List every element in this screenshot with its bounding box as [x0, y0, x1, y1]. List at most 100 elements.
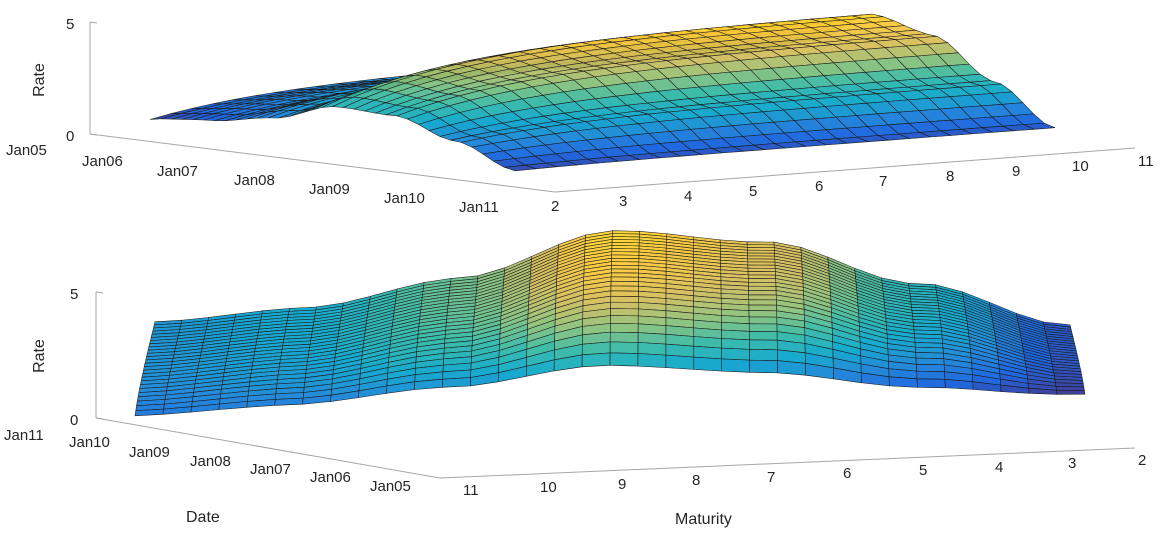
- surface-patch: [609, 331, 639, 343]
- surface-patch: [611, 268, 639, 274]
- surface-patch: [610, 301, 639, 310]
- surface-patch: [274, 397, 304, 406]
- surface-patch: [442, 377, 471, 388]
- surface-patch: [1056, 389, 1086, 395]
- bottom-date-tick-label: Jan08: [190, 453, 231, 470]
- surface-patch: [637, 342, 667, 356]
- bottom-maturity-tick-label: 2: [1138, 452, 1146, 469]
- top-z-tick-label: 5: [66, 16, 74, 33]
- top-maturity-tick-label: 9: [1012, 163, 1020, 180]
- surface-patch: [610, 285, 639, 292]
- bottom-maturity-tick-label: 7: [767, 469, 775, 486]
- bottom-date-tick-label: Jan11: [4, 427, 44, 444]
- top-date-tick-label: Jan10: [384, 190, 425, 207]
- surface-patch: [747, 261, 776, 266]
- bottom-date-tick-label: Jan05: [370, 478, 411, 495]
- surface-patch: [610, 276, 639, 282]
- surface-patch: [748, 294, 777, 301]
- surface-patch: [748, 282, 777, 287]
- top-maturity-tick-label: 11: [1138, 153, 1154, 170]
- top-date-axis-line: [89, 133, 556, 193]
- surface-patch: [721, 347, 750, 361]
- top-maturity-tick-label: 6: [815, 178, 823, 195]
- top-date-tick-label: Jan11: [459, 199, 499, 216]
- bottom-maturity-tick-label: 5: [919, 462, 927, 479]
- surface-patch: [721, 329, 750, 341]
- top-maturity-axis-line: [554, 147, 1136, 193]
- surface-patch: [610, 280, 639, 287]
- surface-patch: [747, 255, 776, 260]
- bottom-z-axis-label: Rate: [31, 339, 48, 373]
- bottom-maturity-axis-label: Maturity: [675, 511, 732, 528]
- surface-patch: [748, 316, 778, 325]
- bottom-maturity-tick-label: 10: [540, 479, 557, 496]
- surface-patch: [749, 359, 778, 374]
- surface-patch: [581, 352, 611, 368]
- top-date-tick-label: Jan07: [157, 163, 198, 180]
- surface-patch: [721, 338, 750, 350]
- bottom-maturity-axis-line: [439, 447, 1136, 479]
- bottom-z-tick-mark: [95, 417, 104, 420]
- surface-patch: [504, 164, 536, 172]
- surface-patch: [748, 299, 777, 306]
- surface-patch: [749, 349, 778, 361]
- top-maturity-tick-label: 4: [684, 188, 692, 205]
- surface-patch: [747, 252, 775, 257]
- top-date-tick-label: Jan05: [6, 142, 47, 159]
- surface-patch: [610, 308, 639, 317]
- top-plot: 5 0 Rate Jan05 Jan06 Jan07 Jan08 Jan09 J…: [6, 13, 1154, 216]
- surface-patch: [609, 341, 639, 354]
- surface-patch: [637, 332, 667, 345]
- surface-patch: [747, 258, 776, 263]
- surface-patch: [610, 295, 639, 303]
- surface-patch: [748, 323, 778, 332]
- surface-patch: [748, 285, 777, 291]
- top-date-ticks: Jan05 Jan06 Jan07 Jan08 Jan09 Jan10 Jan1…: [6, 142, 499, 216]
- surface-patch: [888, 376, 918, 388]
- bottom-z-tick-mark: [95, 291, 104, 294]
- top-z-tick-mark: [89, 21, 98, 24]
- top-maturity-tick-label: 2: [551, 198, 559, 215]
- bottom-maturity-tick-label: 9: [618, 476, 626, 493]
- surface-patch: [1055, 386, 1085, 391]
- top-z-axis-label: Rate: [31, 63, 48, 97]
- surface-patch: [747, 249, 775, 254]
- surface-patch: [637, 353, 667, 368]
- bottom-date-tick-label: Jan09: [129, 444, 170, 461]
- top-maturity-tick-label: 5: [749, 183, 757, 200]
- top-maturity-tick-label: 3: [619, 193, 627, 210]
- surface-patch: [610, 290, 639, 297]
- surface-patch: [611, 264, 640, 270]
- surface-patch: [916, 378, 946, 389]
- surface-patch: [915, 352, 945, 359]
- bottom-z-tick-label: 5: [70, 286, 78, 303]
- surface-patch: [693, 345, 722, 360]
- surface-patch: [747, 267, 776, 272]
- bottom-maturity-tick-label: 3: [1068, 455, 1076, 472]
- surface-patch: [916, 363, 945, 372]
- bottom-date-axis-label: Date: [186, 509, 220, 526]
- bottom-maturity-ticks: 11 10 9 8 7 6 5 4 3 2: [463, 452, 1146, 499]
- surface-patch: [749, 339, 778, 351]
- top-date-tick-label: Jan06: [82, 153, 123, 170]
- bottom-date-tick-label: Jan07: [250, 461, 291, 478]
- surface-patch: [665, 354, 695, 370]
- surface-patch: [747, 271, 776, 276]
- top-maturity-tick-label: 8: [946, 168, 954, 185]
- bottom-maturity-tick-label: 8: [692, 472, 700, 489]
- top-z-tick-label: 0: [66, 128, 74, 145]
- surface-patch: [610, 272, 639, 278]
- surface-patch: [610, 323, 639, 333]
- surface-patch: [748, 310, 778, 318]
- surface-patch: [748, 278, 777, 283]
- surface-patch: [916, 370, 946, 380]
- surface-patch: [581, 341, 611, 356]
- bottom-surface: [134, 230, 1086, 417]
- top-maturity-tick-label: 10: [1072, 158, 1089, 175]
- bottom-maturity-tick-label: 11: [463, 482, 479, 499]
- surface-patch: [611, 261, 640, 266]
- surface-patch: [609, 352, 639, 367]
- surface-patch: [915, 357, 945, 366]
- bottom-maturity-tick-label: 4: [995, 459, 1003, 476]
